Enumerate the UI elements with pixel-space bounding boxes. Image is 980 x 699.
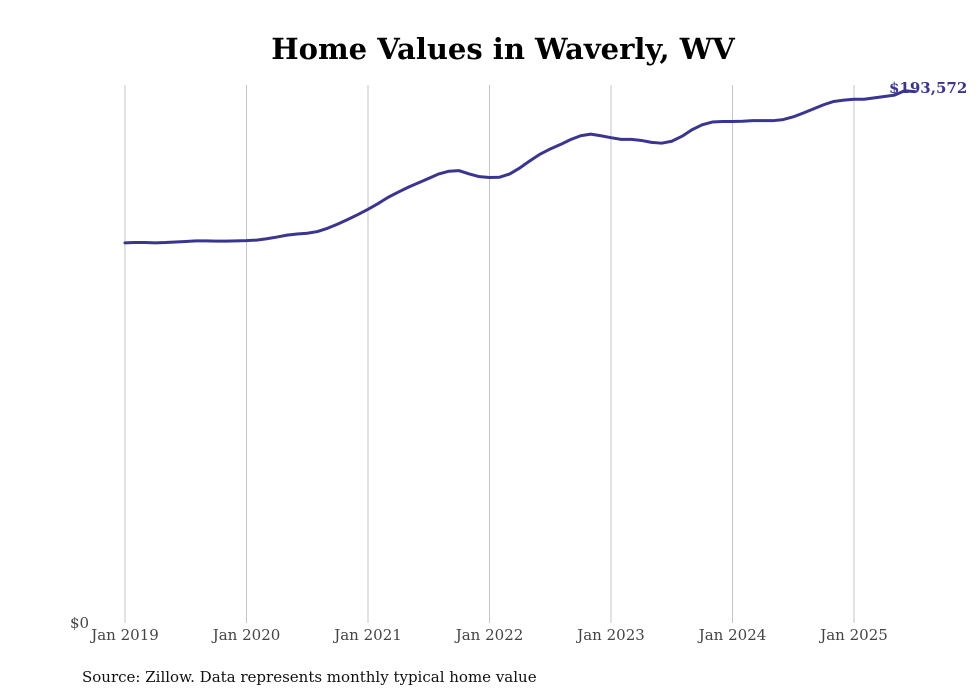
source-note: Source: Zillow. Data represents monthly …	[82, 668, 537, 686]
x-tick-label-2021: Jan 2021	[332, 626, 402, 644]
x-tick-label-2020: Jan 2020	[211, 626, 281, 644]
x-tick-label-2022: Jan 2022	[454, 626, 524, 644]
x-tick-label-2024: Jan 2024	[697, 626, 767, 644]
x-axis: Jan 2019 Jan 2020 Jan 2021 Jan 2022 Jan 2023…	[89, 626, 888, 644]
y-axis-zero-label: $0	[70, 614, 89, 632]
x-tick-label-2025: Jan 2025	[818, 626, 888, 644]
chart-title: Home Values in Waverly, WV	[271, 32, 735, 66]
series-line-home-value	[123, 89, 917, 245]
gridlines	[124, 85, 855, 623]
end-value-label: $193,572	[889, 79, 967, 97]
x-tick-label-2019: Jan 2019	[89, 626, 159, 644]
x-tick-label-2023: Jan 2023	[575, 626, 645, 644]
